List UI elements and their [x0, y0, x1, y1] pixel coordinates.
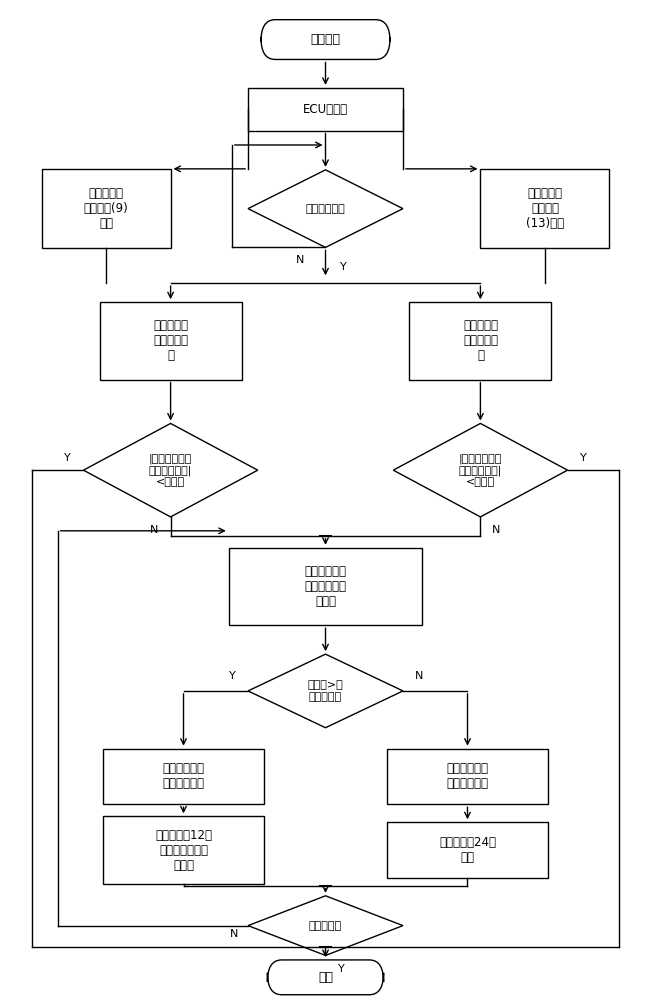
Bar [42, 169, 171, 248]
Text: Y: Y [64, 453, 71, 463]
Bar [229, 548, 422, 625]
Text: |轮缸实际压力
与期望值之差|
<设定值: |轮缸实际压力 与期望值之差| <设定值 [459, 453, 502, 487]
Text: N: N [296, 255, 304, 265]
Text: 确定主缸后
腔液压期望
值: 确定主缸后 腔液压期望 值 [463, 319, 498, 362]
Text: 结束: 结束 [318, 971, 333, 984]
Text: Y: Y [229, 671, 235, 681]
Text: N: N [230, 929, 238, 939]
Text: 确定需要调节
轮缸压力的控
制顺序: 确定需要调节 轮缸压力的控 制顺序 [305, 565, 346, 608]
Polygon shape [248, 896, 403, 955]
Bar [100, 302, 242, 380]
Text: Y: Y [340, 262, 347, 272]
Polygon shape [393, 423, 568, 517]
Bar [387, 749, 548, 804]
FancyBboxPatch shape [268, 960, 383, 995]
Bar [409, 302, 551, 380]
Text: 调用第二压
力传感器(9)
信号: 调用第二压 力传感器(9) 信号 [84, 187, 128, 230]
Text: N: N [150, 525, 159, 535]
Text: 程序开始: 程序开始 [311, 33, 340, 46]
Text: Y: Y [580, 453, 587, 463]
Bar [103, 749, 264, 804]
Bar [387, 822, 548, 878]
Text: |轮缸实际压力
与期望值之差|
<设定值: |轮缸实际压力 与期望值之差| <设定值 [149, 453, 192, 487]
Polygon shape [248, 170, 403, 247]
Text: N: N [492, 525, 501, 535]
Text: N: N [415, 671, 423, 681]
Text: 开启相应电磁
阀，实现增压: 开启相应电磁 阀，实现增压 [163, 762, 204, 790]
Text: ECU初始化: ECU初始化 [303, 103, 348, 116]
Text: 二号电机（24）
工作: 二号电机（24） 工作 [439, 836, 496, 864]
Text: 调用第三压
力传感器
(13)信号: 调用第三压 力传感器 (13)信号 [526, 187, 564, 230]
Polygon shape [83, 423, 258, 517]
Text: 确定主缸前
腔液压期望
值: 确定主缸前 腔液压期望 值 [153, 319, 188, 362]
Polygon shape [248, 654, 403, 728]
FancyBboxPatch shape [261, 20, 390, 59]
Text: 期望值>轮
缸实际压力: 期望值>轮 缸实际压力 [308, 680, 343, 702]
Text: 一号电机（12）
精确控制压力为
期望值: 一号电机（12） 精确控制压力为 期望值 [155, 829, 212, 872]
Bar [103, 816, 264, 884]
Text: 制动踏板动作: 制动踏板动作 [305, 204, 346, 214]
Text: 开启相应电磁
阀，实现减压: 开启相应电磁 阀，实现减压 [447, 762, 488, 790]
Bar [480, 169, 609, 248]
Text: Y: Y [339, 964, 345, 974]
Text: 实现期望值: 实现期望值 [309, 921, 342, 931]
Bar [248, 88, 403, 131]
